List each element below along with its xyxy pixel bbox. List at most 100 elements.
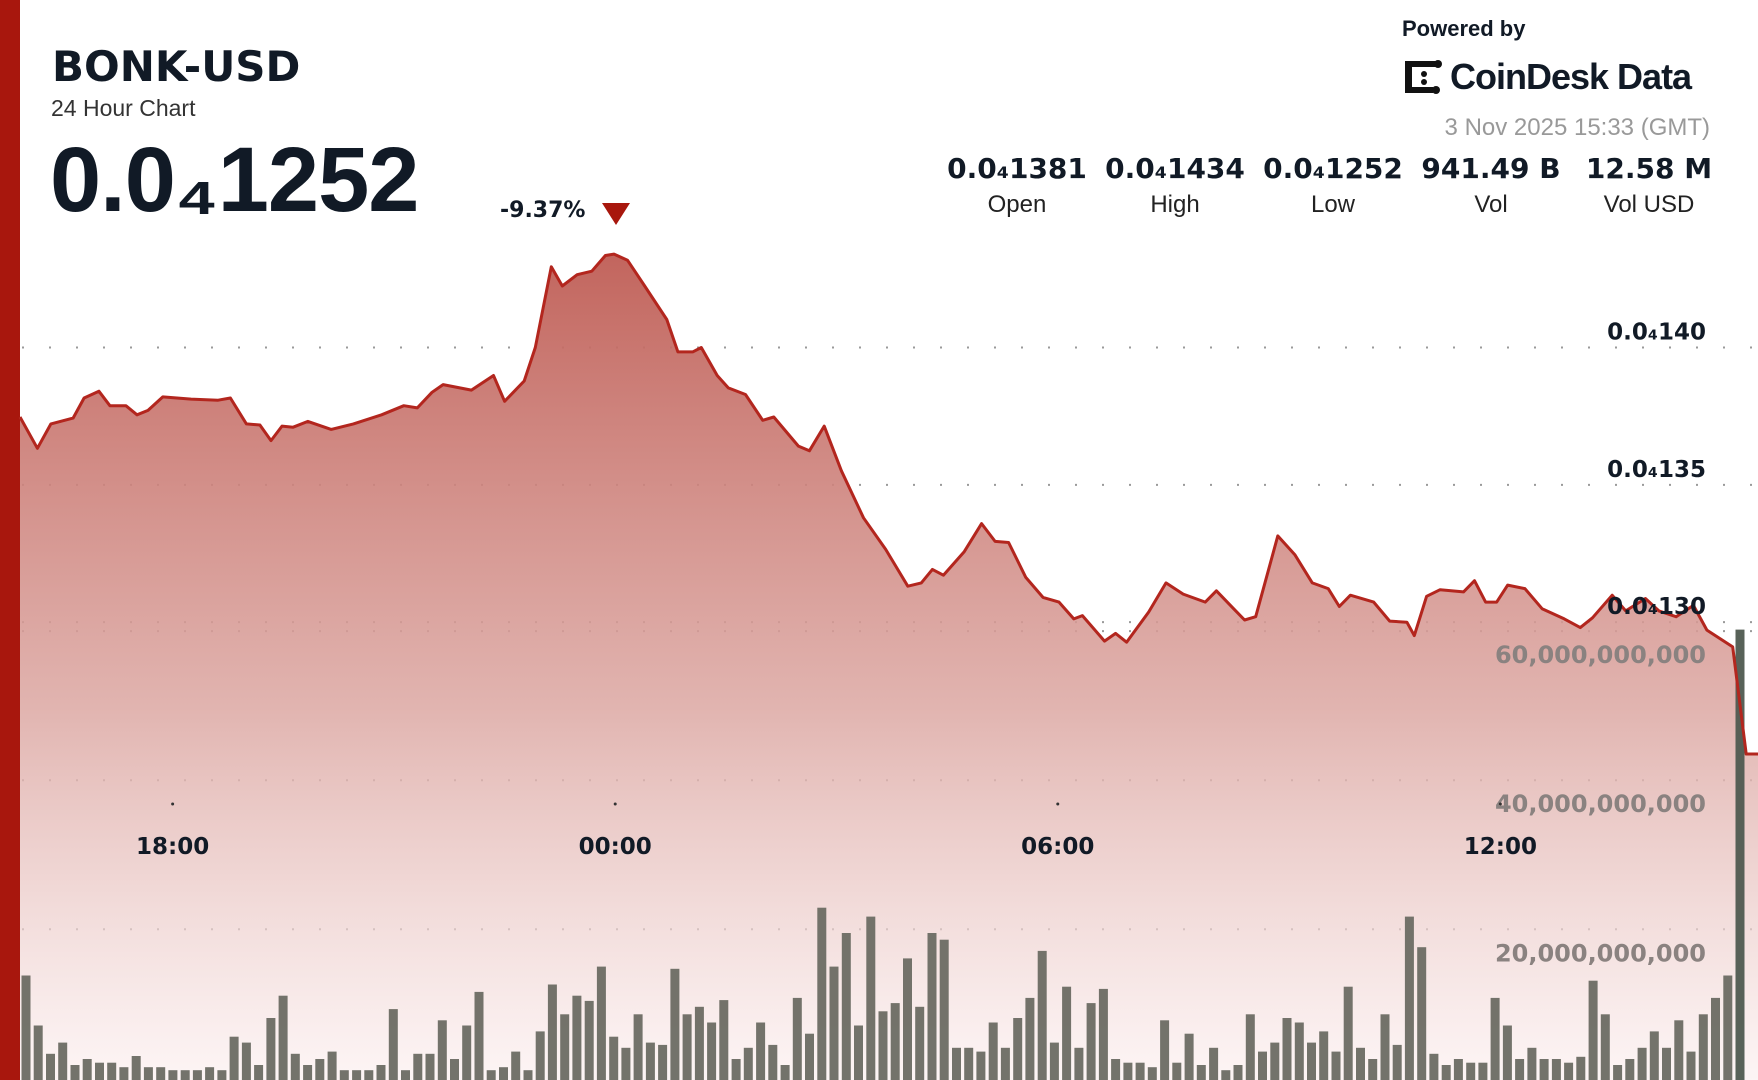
accent-bar [0, 0, 20, 1080]
volume-bar [1368, 1059, 1378, 1080]
volume-bar [450, 1059, 459, 1080]
x-tick-label: 00:00 [579, 834, 652, 860]
volume-bar [645, 1042, 655, 1080]
volume-bar [364, 1070, 374, 1080]
volume-bar [878, 1011, 888, 1080]
volume-bar [327, 1051, 337, 1080]
volume-bar [1686, 1051, 1696, 1080]
current-price: 0.0₄1252 [50, 129, 419, 231]
volume-bar [1307, 1042, 1316, 1080]
volume-bar [1698, 1014, 1708, 1080]
volume-bar [315, 1059, 325, 1080]
down-arrow-icon [602, 203, 630, 225]
volume-bar [70, 1065, 80, 1080]
volume-bar [278, 995, 288, 1080]
volume-bar [927, 933, 937, 1080]
x-tick-mark [1056, 802, 1060, 806]
volume-bar [205, 1067, 215, 1080]
volume-bar [1160, 1020, 1170, 1080]
x-tick-label: 12:00 [1464, 834, 1537, 860]
stat-label: Open [987, 191, 1047, 218]
volume-bar [437, 1020, 447, 1080]
volume-bar [58, 1042, 68, 1080]
volume-bar [1037, 950, 1047, 1080]
volume-bar [1478, 1062, 1488, 1080]
x-tick-mark [171, 802, 175, 806]
volume-bar [670, 968, 680, 1080]
volume-bar [352, 1070, 362, 1080]
volume-bar [303, 1065, 313, 1080]
brand-name: CoinDesk Data [1450, 56, 1692, 97]
volume-bar [339, 1070, 349, 1080]
volume-bar [254, 1065, 264, 1080]
volume-bar [156, 1067, 166, 1080]
volume-bar [1294, 1022, 1304, 1080]
volume-bar [1625, 1059, 1635, 1080]
volume-bar [621, 1047, 631, 1080]
stat-vol: 941.49 B Vol [1412, 152, 1570, 219]
volume-bar [1282, 1018, 1292, 1080]
volume-bars [21, 629, 1745, 1080]
volume-bar [1049, 1042, 1059, 1080]
stat-label: Low [1310, 191, 1356, 218]
volume-bar [1172, 1062, 1182, 1080]
volume-bar [1711, 997, 1720, 1080]
volume-bar [266, 1018, 276, 1080]
price-change: -9.37% [500, 198, 586, 223]
volume-bar [1135, 1062, 1145, 1080]
volume-bar [1637, 1047, 1647, 1080]
volume-bar [1270, 1042, 1280, 1080]
volume-bar [1356, 1047, 1365, 1080]
volume-bar [1588, 980, 1598, 1080]
stat-value: 0.0₄1434 [1105, 152, 1245, 185]
volume-bar [658, 1044, 668, 1080]
volume-bar [682, 1014, 692, 1080]
price-tick-label: 0.0₄135 [1607, 457, 1706, 483]
volume-bar [1221, 1070, 1231, 1080]
volume-bar [1111, 1059, 1121, 1080]
stat-value: 12.58 M [1585, 152, 1713, 185]
x-tick-label: 06:00 [1021, 834, 1094, 860]
chart-subtitle: 24 Hour Chart [51, 95, 196, 121]
volume-bar [694, 1006, 704, 1080]
volume-bar [805, 1033, 814, 1080]
stat-high: 0.0₄1434 High [1096, 152, 1254, 219]
volume-bar [841, 933, 851, 1080]
stat-label: Vol [1474, 191, 1508, 218]
volume-bar [217, 1070, 227, 1080]
volume-bar [143, 1067, 153, 1080]
volume-bar [401, 1070, 410, 1080]
volume-bar [46, 1053, 55, 1080]
volume-bar [192, 1070, 202, 1080]
volume-bar [1649, 1031, 1659, 1080]
volume-bar [1429, 1053, 1439, 1080]
volume-bar [82, 1059, 92, 1080]
volume-bar [1013, 1018, 1023, 1080]
volume-tick-label: 60,000,000,000 [1495, 641, 1706, 669]
stats-row: 0.0₄1381 Open 0.0₄1434 High 0.0₄1252 Low 94… [938, 152, 1728, 219]
stat-value: 941.49 B [1421, 152, 1561, 185]
volume-bar [584, 1000, 594, 1080]
volume-bar [1539, 1059, 1549, 1080]
volume-bar [413, 1053, 423, 1080]
volume-bar [903, 958, 912, 1080]
volume-bar [780, 1065, 790, 1080]
volume-bar [792, 997, 802, 1080]
volume-bar [1098, 988, 1108, 1080]
volume-bar [976, 1051, 986, 1080]
volume-bar [241, 1042, 251, 1080]
volume-bar [1147, 1067, 1157, 1080]
volume-bar [1062, 986, 1072, 1080]
volume-bar [535, 1031, 545, 1080]
volume-bar [33, 1025, 43, 1080]
stat-value: 0.0₄1381 [947, 152, 1087, 185]
volume-bar [1184, 1033, 1194, 1080]
volume-bar [486, 1070, 496, 1080]
volume-bar [1417, 947, 1427, 1080]
stat-value: 0.0₄1252 [1263, 152, 1403, 185]
price-tick-label: 0.0₄140 [1607, 320, 1706, 346]
volume-bar [1453, 1059, 1463, 1080]
coindesk-logo-icon [1405, 60, 1442, 94]
volume-bar [1331, 1051, 1341, 1080]
